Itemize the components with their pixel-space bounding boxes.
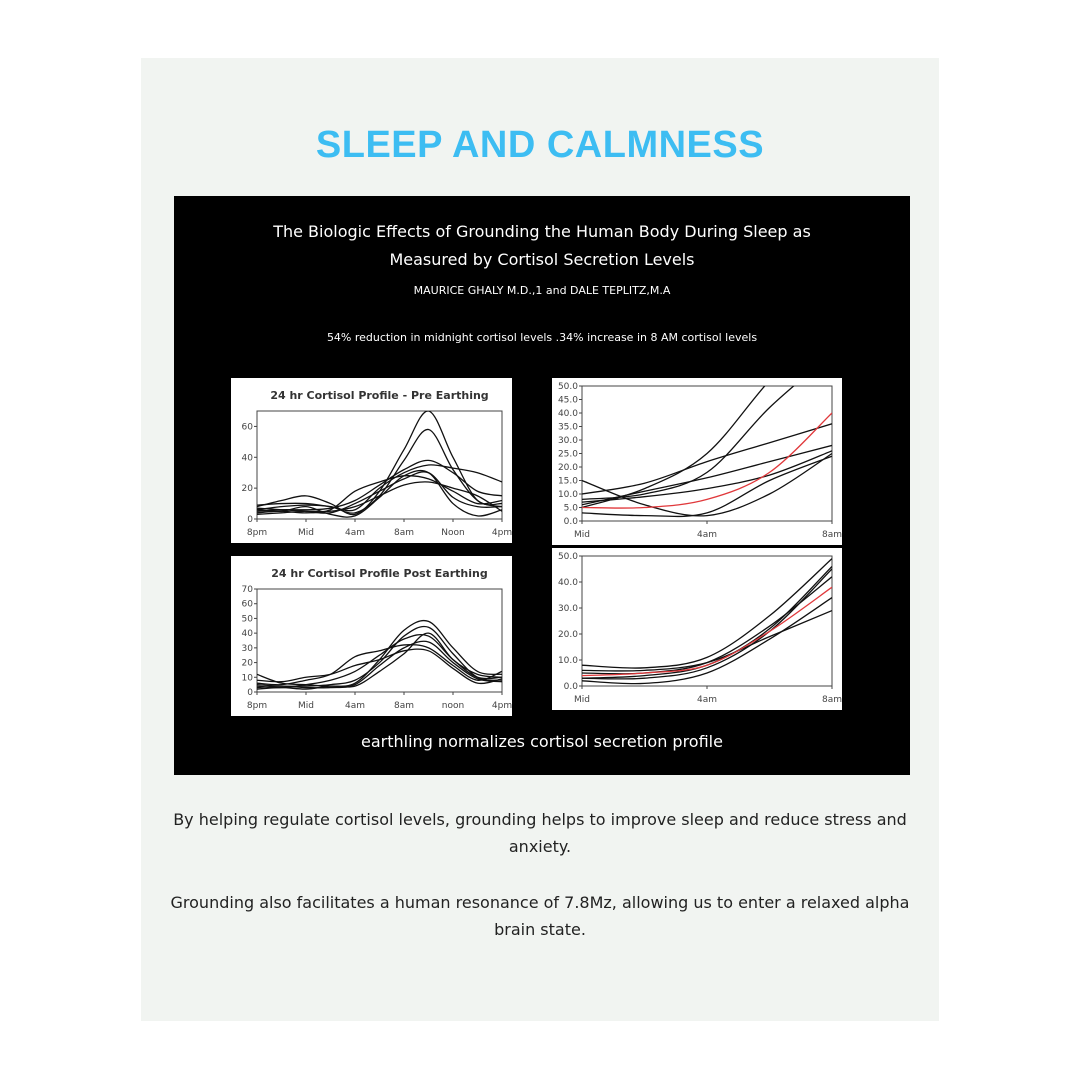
chart-post-earthing: 24 hr Cortisol Profile Post Earthing 0 10 2… bbox=[231, 556, 512, 716]
chart-pre-night-svg: 0.0 5.0 10.0 15.0 20.0 25.0 30.0 35.0 40.0 45.0 50… bbox=[558, 382, 842, 540]
series-line-4 bbox=[257, 464, 502, 512]
series-line-3 bbox=[582, 386, 795, 501]
body-paragraph-1: By helping regulate cortisol levels, gro… bbox=[173, 810, 907, 856]
series-line-6 bbox=[582, 455, 832, 518]
y-tick-label: 40 bbox=[242, 629, 254, 639]
chart-post-night-svg: 0.0 10.0 20.0 30.0 40.0 50.0 Mid 4am 8am bbox=[558, 552, 842, 705]
y-tick-label: 50.0 bbox=[558, 552, 578, 562]
x-tick-label: 4pm bbox=[492, 528, 512, 538]
page-title: SLEEP AND CALMNESS bbox=[315, 124, 765, 166]
series-line-7 bbox=[257, 632, 502, 690]
y-tick-label: 20.0 bbox=[558, 463, 578, 473]
series-line-7 bbox=[582, 586, 832, 677]
y-tick-label: 20.0 bbox=[558, 630, 578, 640]
poster-title-line1: The Biologic Effects of Grounding the Hu… bbox=[273, 222, 811, 241]
series-line-6 bbox=[582, 565, 832, 679]
poster-title-line2: Measured by Cortisol Secretion Levels bbox=[389, 250, 695, 269]
y-tick-label: 35.0 bbox=[558, 423, 578, 433]
x-tick-label: 4am bbox=[697, 530, 717, 540]
y-tick-label: 70 bbox=[242, 585, 254, 595]
study-poster: The Biologic Effects of Grounding the Hu… bbox=[174, 196, 910, 775]
x-tick-label: Mid bbox=[574, 695, 590, 705]
y-tick-label: 0 bbox=[247, 515, 253, 525]
chart-title: 24 hr Cortisol Profile - Pre Earthing bbox=[270, 389, 488, 402]
y-tick-label: 20 bbox=[242, 484, 254, 494]
y-tick-label: 40.0 bbox=[558, 578, 578, 588]
chart-title: 24 hr Cortisol Profile Post Earthing bbox=[271, 567, 487, 580]
y-tick-label: 50 bbox=[242, 614, 254, 624]
series-line-8 bbox=[257, 469, 502, 518]
series-line-5 bbox=[582, 609, 832, 672]
series-line-7 bbox=[257, 481, 502, 516]
y-tick-label: 10.0 bbox=[558, 656, 578, 666]
chart-pre-earthing: 24 hr Cortisol Profile - Pre Earthing 0 20… bbox=[231, 378, 512, 543]
y-tick-label: 0.0 bbox=[564, 682, 579, 692]
y-tick-label: 60 bbox=[242, 600, 254, 610]
y-tick-label: 25.0 bbox=[558, 450, 578, 460]
x-tick-label: 4pm bbox=[492, 701, 512, 711]
chart-pre-earthing-svg: 24 hr Cortisol Profile - Pre Earthing 0 20… bbox=[242, 389, 512, 538]
series-line-4 bbox=[582, 597, 832, 685]
series-line-5 bbox=[257, 475, 502, 514]
poster-caption: earthling normalizes cortisol secretion … bbox=[361, 732, 723, 751]
x-tick-label: 4am bbox=[697, 695, 717, 705]
y-tick-label: 50.0 bbox=[558, 382, 578, 392]
x-tick-label: Noon bbox=[441, 528, 464, 538]
x-tick-label: 4am bbox=[345, 528, 365, 538]
plot-frame bbox=[581, 555, 833, 687]
chart-post-night: 0.0 10.0 20.0 30.0 40.0 50.0 Mid 4am 8am bbox=[552, 548, 842, 710]
y-tick-label: 20 bbox=[242, 659, 254, 669]
y-tick-label: 0 bbox=[247, 688, 253, 698]
x-tick-label: 8am bbox=[822, 695, 842, 705]
y-tick-label: 60 bbox=[242, 422, 254, 432]
body-paragraph-2: Grounding also facilitates a human reson… bbox=[170, 893, 910, 939]
series-line-2 bbox=[582, 568, 832, 680]
chart-post-earthing-svg: 24 hr Cortisol Profile Post Earthing 0 10 2… bbox=[242, 567, 512, 711]
series-line-1 bbox=[582, 558, 832, 669]
x-tick-label: 8am bbox=[394, 701, 414, 711]
x-tick-label: noon bbox=[442, 701, 464, 711]
y-tick-label: 30 bbox=[242, 644, 254, 654]
series-line-3 bbox=[257, 459, 502, 512]
series-line-1 bbox=[257, 411, 502, 516]
x-tick-label: Mid bbox=[298, 528, 314, 538]
series-line-3 bbox=[582, 576, 832, 675]
series-line-5 bbox=[582, 423, 832, 495]
series-line-8 bbox=[582, 412, 832, 509]
x-tick-label: 4am bbox=[345, 701, 365, 711]
x-tick-label: 8pm bbox=[247, 701, 267, 711]
series-line-6 bbox=[257, 471, 502, 514]
y-tick-label: 10 bbox=[242, 673, 254, 683]
plot-frame bbox=[256, 410, 503, 520]
series-line-4 bbox=[257, 644, 502, 686]
series-line-1 bbox=[582, 452, 832, 517]
poster-authors: MAURICE GHALY M.D.,1 and DALE TEPLITZ,M.… bbox=[413, 284, 671, 297]
y-tick-label: 30.0 bbox=[558, 436, 578, 446]
chart-pre-night: 0.0 5.0 10.0 15.0 20.0 25.0 30.0 35.0 40.0 45.0 50… bbox=[552, 378, 842, 545]
x-tick-label: 8am bbox=[822, 530, 842, 540]
y-tick-label: 30.0 bbox=[558, 604, 578, 614]
x-tick-label: Mid bbox=[298, 701, 314, 711]
series-line-5 bbox=[257, 640, 502, 689]
x-tick-label: 8am bbox=[394, 528, 414, 538]
y-tick-label: 40 bbox=[242, 453, 254, 463]
x-tick-label: 8pm bbox=[247, 528, 267, 538]
x-tick-label: Mid bbox=[574, 530, 590, 540]
y-tick-label: 0.0 bbox=[564, 517, 579, 527]
y-tick-label: 10.0 bbox=[558, 490, 578, 500]
y-tick-label: 15.0 bbox=[558, 477, 578, 487]
y-tick-label: 5.0 bbox=[564, 504, 579, 514]
poster-summary: 54% reduction in midnight cortisol level… bbox=[326, 331, 758, 344]
series-line-4 bbox=[582, 444, 832, 506]
series-line-6 bbox=[257, 648, 502, 685]
y-tick-label: 40.0 bbox=[558, 409, 578, 419]
series-line-7 bbox=[582, 450, 832, 503]
y-tick-label: 45.0 bbox=[558, 396, 578, 406]
plot-frame bbox=[256, 588, 503, 693]
series-line-2 bbox=[257, 428, 502, 514]
